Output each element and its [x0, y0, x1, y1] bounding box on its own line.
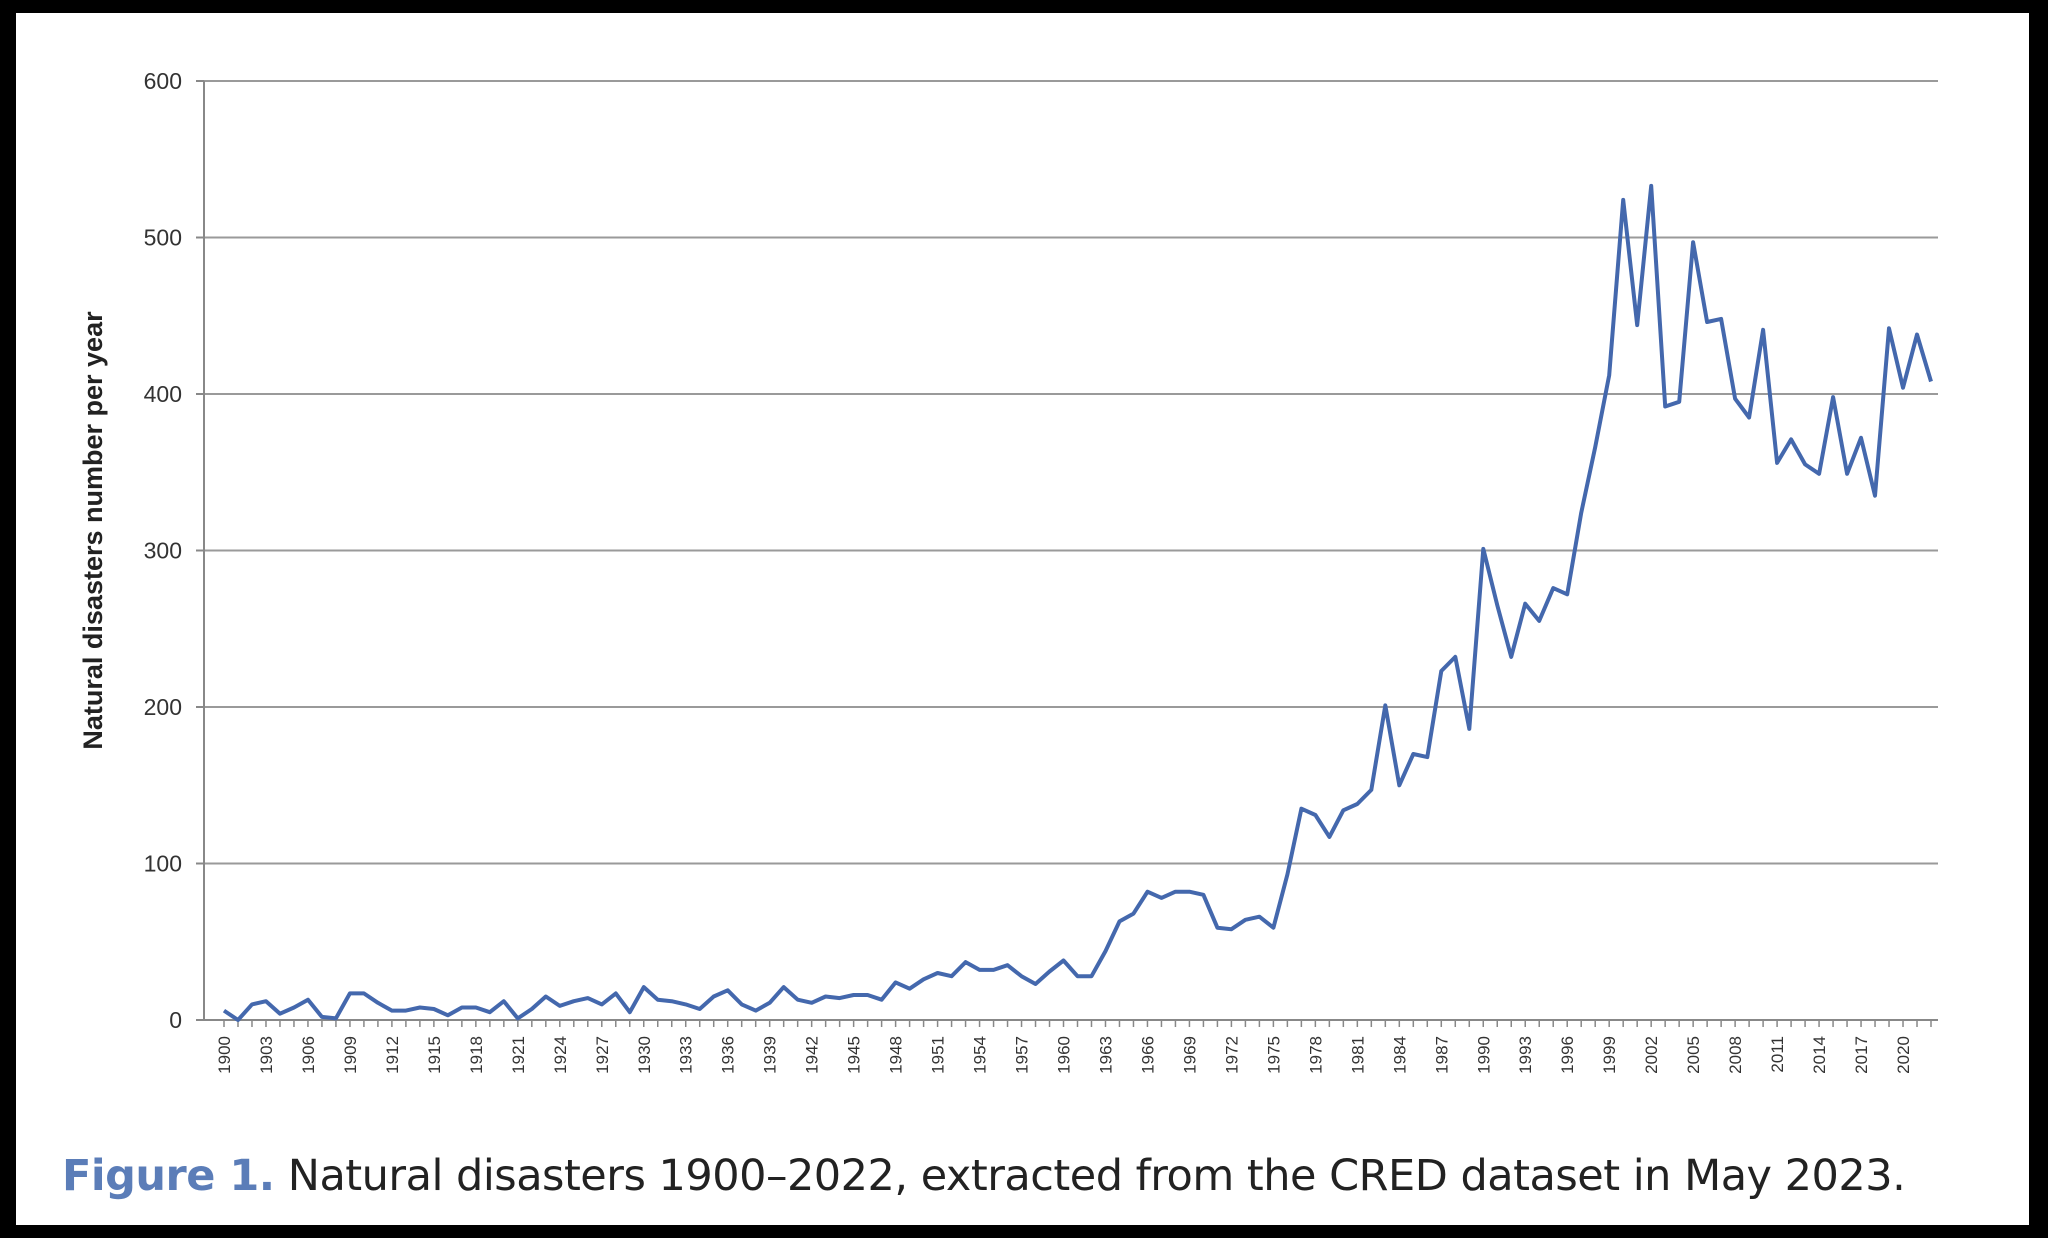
x-tick-label: 1984 [1390, 1036, 1409, 1074]
x-tick-label: 1969 [1180, 1036, 1199, 1074]
y-tick-label: 0 [169, 1007, 182, 1033]
x-tick-label: 1909 [341, 1036, 360, 1074]
x-tick-label: 2017 [1852, 1036, 1871, 1074]
x-tick-label: 1960 [1055, 1036, 1074, 1074]
x-tick-label: 1990 [1474, 1036, 1493, 1074]
y-tick-label: 500 [144, 225, 182, 251]
axes [196, 80, 1938, 1027]
x-tick-label: 1954 [971, 1036, 990, 1074]
x-tick-label: 1996 [1558, 1036, 1577, 1074]
x-tick-label: 2011 [1768, 1036, 1787, 1073]
y-tick-label: 400 [144, 381, 182, 407]
y-tick-label: 300 [144, 538, 182, 564]
x-tick-label: 1906 [299, 1036, 318, 1074]
x-tick-label: 1978 [1306, 1036, 1325, 1074]
x-tick-label: 1951 [929, 1036, 948, 1074]
x-tick-label: 1933 [677, 1036, 696, 1074]
x-tick-label: 1900 [215, 1036, 234, 1074]
y-tick-label: 200 [144, 694, 182, 720]
x-tick-label: 2020 [1894, 1036, 1913, 1074]
x-tick-label: 1939 [761, 1036, 780, 1074]
line-chart: 0 100 200 300 400 500 600 1900 1903 1906 1909 1912… [78, 68, 1938, 1074]
x-tick-label: 1963 [1096, 1036, 1115, 1074]
x-tick-label: 2005 [1684, 1036, 1703, 1074]
x-tick-label: 1930 [635, 1036, 654, 1074]
x-tick-label: 1936 [719, 1036, 738, 1074]
y-axis-label: Natural disasters number per year [78, 311, 108, 750]
x-tick-label: 1981 [1348, 1036, 1367, 1074]
x-tick-label: 1999 [1600, 1036, 1619, 1074]
figure-caption-text: Natural disasters 1900–2022, extracted f… [287, 1151, 1906, 1201]
series-line [222, 183, 1933, 1022]
x-tick-label: 1924 [551, 1036, 570, 1074]
x-tick-label: 1948 [887, 1036, 906, 1074]
y-tick-labels: 0 100 200 300 400 500 600 [144, 68, 182, 1033]
x-tick-label: 1987 [1432, 1036, 1451, 1074]
x-tick-label: 1912 [383, 1036, 402, 1074]
x-tick-label: 1993 [1516, 1036, 1535, 1074]
figure-frame: 0 100 200 300 400 500 600 1900 1903 1906 1909 1912… [16, 13, 2029, 1225]
x-tick-label: 2008 [1726, 1036, 1745, 1074]
figure-caption-label: Figure 1. [62, 1151, 275, 1201]
x-tick-label: 1942 [803, 1036, 822, 1074]
x-tick-labels: 1900 1903 1906 1909 1912 1915 1918 1921 1924 1927… [215, 1036, 1913, 1074]
x-tick-label: 1915 [425, 1036, 444, 1074]
x-tick-label: 2014 [1810, 1036, 1829, 1074]
gridlines [204, 80, 1938, 865]
x-tick-label: 1921 [509, 1036, 528, 1074]
x-tick-label: 1957 [1013, 1036, 1032, 1074]
x-tick-label: 1903 [257, 1036, 276, 1074]
x-tick-label: 1975 [1264, 1036, 1283, 1074]
x-tick-label: 1927 [593, 1036, 612, 1074]
figure-caption: Figure 1. Natural disasters 1900–2022, e… [62, 1151, 1906, 1201]
x-tick-label: 2002 [1642, 1036, 1661, 1074]
x-tick-label: 1966 [1138, 1036, 1157, 1074]
series [222, 183, 1933, 1022]
x-tick-label: 1918 [467, 1036, 486, 1074]
y-tick-label: 600 [144, 68, 182, 94]
x-tick-label: 1972 [1222, 1036, 1241, 1074]
x-tick-label: 1945 [845, 1036, 864, 1074]
y-tick-label: 100 [144, 851, 182, 877]
